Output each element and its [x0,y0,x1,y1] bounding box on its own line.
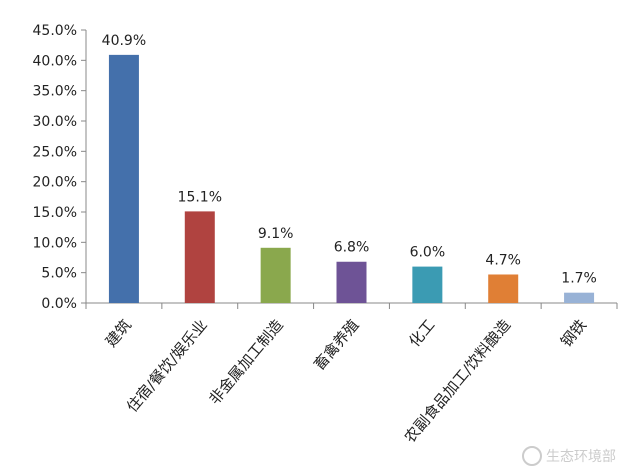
data-label: 6.8% [334,240,370,256]
weibo-icon [522,446,542,466]
bar [260,247,291,303]
category-label: 建筑 [102,316,135,351]
category-label: 非金属加工制造 [205,316,286,408]
bar [488,274,519,303]
y-tick-label: 10.0% [33,235,77,251]
data-label: 40.9% [102,33,146,49]
data-label: 1.7% [561,271,597,287]
y-tick-label: 15.0% [33,205,77,221]
data-label: 6.0% [410,245,446,261]
y-tick-label: 30.0% [33,114,77,130]
watermark: 生态环境部 [546,449,616,465]
y-tick-label: 25.0% [33,144,77,160]
bar [336,261,367,303]
bar [564,292,595,303]
bar [184,211,215,303]
y-tick-label: 5.0% [41,266,77,282]
bar [412,266,443,303]
category-label: 住宿/餐饮/娱乐业 [123,316,211,416]
y-tick-label: 20.0% [33,175,77,191]
data-label: 15.1% [178,189,222,205]
category-label: 化工 [405,316,438,351]
category-label: 畜禽养殖 [310,316,362,374]
y-tick-label: 0.0% [41,296,77,312]
y-tick-label: 40.0% [33,53,77,69]
y-tick-label: 45.0% [33,23,77,39]
data-label: 9.1% [258,226,294,242]
y-tick-label: 35.0% [33,84,77,100]
bar [108,54,139,303]
category-label: 钢铁 [557,316,590,351]
data-label: 4.7% [485,252,521,268]
